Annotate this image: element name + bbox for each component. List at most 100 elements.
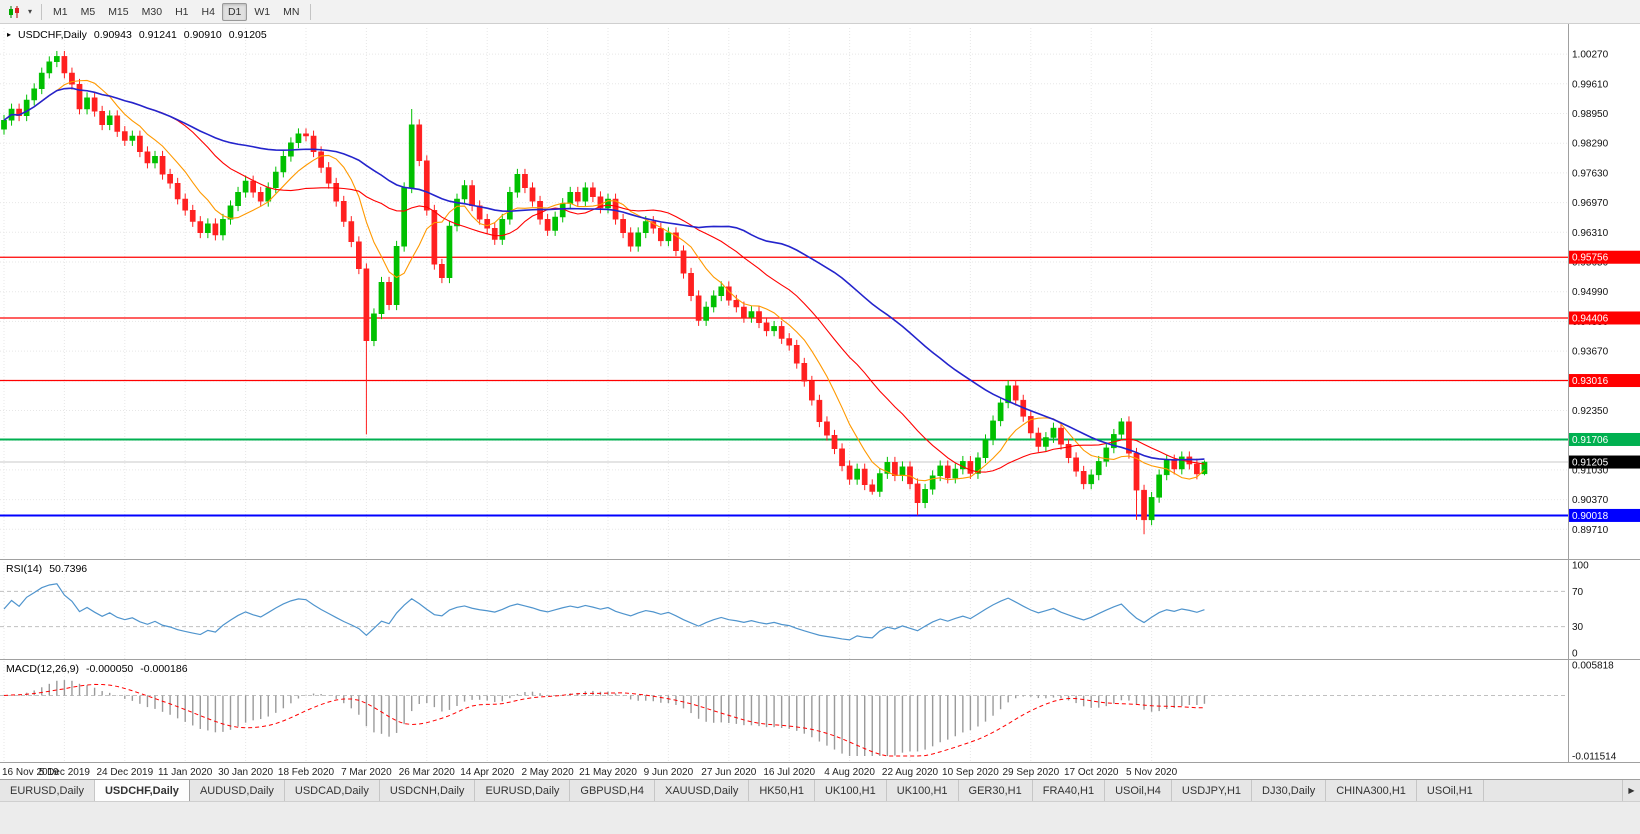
chart-tab-hk50-h1[interactable]: HK50,H1 — [749, 780, 815, 801]
chart-tab-gbpusd-h4[interactable]: GBPUSD,H4 — [570, 780, 655, 801]
candle — [106, 110, 113, 131]
candle — [220, 213, 226, 241]
candle — [1156, 469, 1163, 503]
candle — [152, 150, 158, 169]
date-axis-label: 16 Jul 2020 — [763, 767, 815, 778]
macd-pane — [0, 680, 1568, 757]
candle — [990, 415, 996, 446]
candle — [16, 103, 22, 122]
candle — [272, 166, 279, 194]
candle — [197, 216, 204, 239]
rsi-pane — [0, 583, 1568, 641]
price-tick-label: 0.91030 — [1572, 465, 1609, 476]
price-axis[interactable]: 1.00270 0.99610 0.98950 0.98290 0.97630 0.969… — [1572, 50, 1617, 763]
chart-tab-eurusd-daily[interactable]: EURUSD,Daily — [475, 780, 571, 801]
chart-type-dropdown[interactable]: ▾ — [24, 2, 36, 21]
candle — [1088, 469, 1095, 490]
chart-type-button[interactable] — [4, 2, 24, 21]
candle — [205, 218, 211, 239]
date-axis-label: 26 Mar 2020 — [399, 767, 456, 778]
candle — [461, 180, 468, 205]
chart-tab-uk100-h1[interactable]: UK100,H1 — [886, 780, 959, 801]
date-axis-label: 9 Jun 2020 — [644, 767, 694, 778]
candle — [348, 216, 355, 248]
chart-tab-xauusd-daily[interactable]: XAUUSD,Daily — [654, 780, 750, 801]
candle — [718, 281, 725, 302]
timeframe-button-h1[interactable]: H1 — [175, 5, 189, 18]
timeframe-button-m30[interactable]: M30 — [141, 5, 163, 18]
candle — [997, 397, 1004, 427]
candle — [303, 128, 309, 142]
timeframe-button-d1[interactable]: D1 — [221, 2, 248, 21]
timeframe-button-w1[interactable]: W1 — [254, 5, 271, 18]
candle — [922, 483, 928, 509]
timeframe-button-m5[interactable]: M5 — [80, 5, 96, 18]
candle — [167, 168, 173, 189]
chart-grid — [0, 28, 1568, 762]
candle — [1050, 422, 1057, 443]
candle — [499, 213, 506, 245]
candle — [982, 434, 989, 464]
price-line-label-box — [1569, 432, 1640, 446]
candle — [439, 258, 445, 284]
candle — [310, 130, 317, 158]
chart-tab-bar: EURUSD,Daily USDCHF,Daily AUDUSD,Daily USDC… — [0, 779, 1640, 801]
macd-label: MACD(12,26,9) — [6, 663, 79, 675]
ohlc-low: 0.90910 — [183, 29, 222, 41]
chart-tab-usoil-h1[interactable]: USOil,H1 — [1416, 780, 1484, 801]
macd-indicator-title: MACD(12,26,9) -0.000050 -0.000186 — [6, 663, 188, 675]
chart-tab-fra40-h1[interactable]: FRA40,H1 — [1032, 780, 1106, 801]
price-tick-label: 0.98950 — [1572, 109, 1609, 120]
ohlc-open: 0.90943 — [93, 29, 132, 41]
timeframe-button-m1[interactable]: M1 — [53, 5, 68, 18]
chart-symbol-period: USDCHF,Daily — [18, 29, 87, 41]
candle — [680, 245, 687, 279]
candle — [658, 222, 664, 247]
candle — [665, 227, 672, 247]
candle — [371, 308, 377, 347]
chart-tab-usdjpy-h1[interactable]: USDJPY,H1 — [1171, 780, 1253, 801]
candle — [257, 186, 264, 207]
candle — [295, 128, 302, 149]
date-axis-label: 4 Aug 2020 — [824, 767, 875, 778]
candle — [710, 290, 717, 313]
candle — [1201, 460, 1208, 476]
candle — [242, 175, 249, 198]
price-line-label: 0.95756 — [1572, 253, 1609, 264]
candle — [673, 227, 679, 257]
candle — [325, 162, 332, 189]
candle — [356, 236, 362, 275]
chart-tab-dj30-daily[interactable]: DJ30,Daily — [1252, 780, 1327, 801]
chart-tab-usdcnh-daily[interactable]: USDCNH,Daily — [379, 780, 476, 801]
timeframe-button-group: M1 M5 M15 M30 H1 H4 D1 W1 MN — [47, 2, 305, 21]
candle — [401, 182, 407, 252]
chart-tab-ger30-h1[interactable]: GER30,H1 — [958, 780, 1033, 801]
rsi-tick-label: 0 — [1572, 649, 1578, 660]
candle — [212, 218, 219, 241]
chart-tab-usdcad-daily[interactable]: USDCAD,Daily — [284, 780, 380, 801]
date-axis-label: 10 Sep 2020 — [942, 767, 999, 778]
chart-tab-eurusd-daily[interactable]: EURUSD,Daily — [0, 780, 95, 801]
chart-tab-usdchf-daily[interactable]: USDCHF,Daily — [94, 780, 190, 801]
chart-tab-usoil-h4[interactable]: USOil,H4 — [1105, 780, 1172, 801]
timeframe-button-m15[interactable]: M15 — [108, 5, 129, 18]
toolbar-separator — [41, 3, 42, 20]
price-line-label: 0.91706 — [1572, 435, 1609, 446]
price-chart-canvas[interactable]: 1.00270 0.99610 0.98950 0.98290 0.97630 0.969… — [0, 24, 1640, 779]
date-axis-label: 29 Sep 2020 — [1002, 767, 1059, 778]
candle — [1186, 451, 1193, 470]
candle — [544, 213, 551, 236]
tab-scroll-right-button[interactable]: ▶ — [1622, 780, 1640, 801]
candle — [484, 213, 491, 234]
chart-tab-audusd-daily[interactable]: AUDUSD,Daily — [189, 780, 285, 801]
candle — [771, 320, 777, 337]
chart-tab-china300-h1[interactable]: CHINA300,H1 — [1326, 780, 1417, 801]
timeframe-button-h4[interactable]: H4 — [201, 5, 215, 18]
candle — [846, 460, 853, 485]
timeframe-button-mn[interactable]: MN — [283, 5, 300, 18]
chart-tab-uk100-h1[interactable]: UK100,H1 — [814, 780, 887, 801]
date-axis-label: 5 Nov 2020 — [1126, 767, 1178, 778]
collapse-arrow-icon[interactable]: ▸ — [7, 30, 12, 39]
candle — [46, 56, 53, 79]
